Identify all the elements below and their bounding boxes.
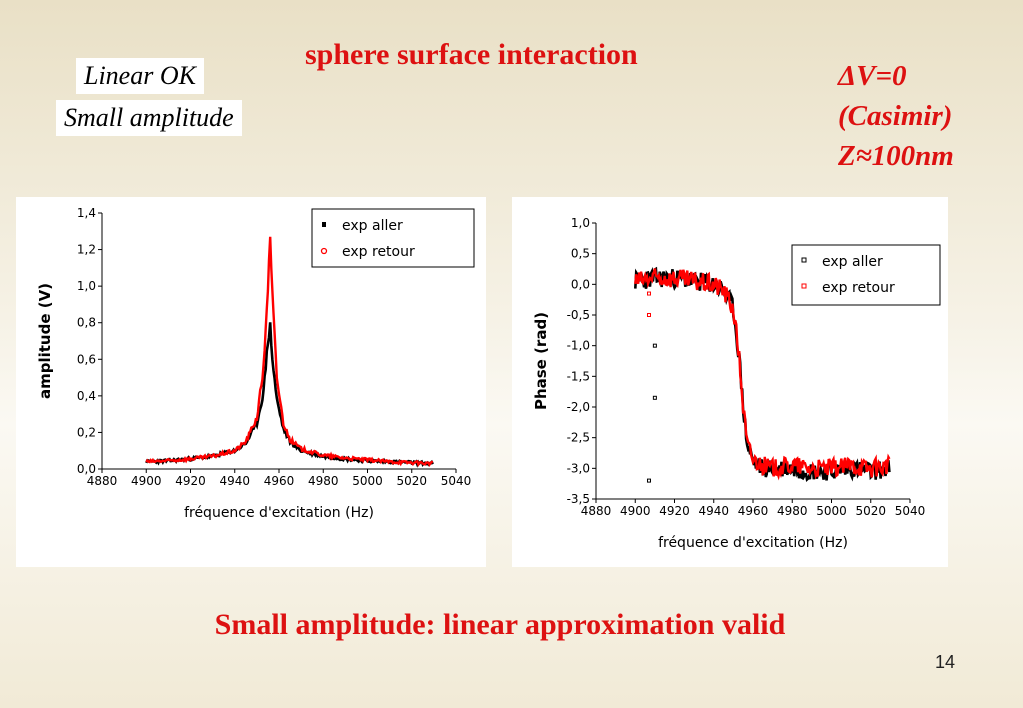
parameters-block: ΔV=0 (Casimir) Z≈100nm [838, 56, 954, 176]
amplitude-chart: 4880 4900 4920 4940 4960 4980 5000 5020 5040 0,0 0… [36, 206, 475, 521]
x-tick-label: 4920 [175, 474, 206, 488]
x-axis-label: fréquence d'excitation (Hz) [658, 535, 848, 551]
y-tick-label: -2,0 [567, 400, 590, 414]
y-tick-label: 1,4 [77, 206, 96, 220]
x-tick-label: 4980 [777, 504, 808, 518]
x-tick-label: 4940 [698, 504, 729, 518]
y-tick-label: 1,2 [77, 243, 96, 257]
x-tick-label: 4900 [620, 504, 651, 518]
series-exp-retour [634, 268, 891, 481]
legend-label: exp aller [822, 254, 883, 270]
y-tick-label: -1,5 [567, 369, 590, 383]
x-tick-label: 4960 [264, 474, 295, 488]
y-tick-label: 0,8 [77, 316, 96, 330]
series-exp-aller [145, 322, 434, 468]
y-tick-label: 1,0 [571, 216, 590, 230]
y-tick-label: -3,0 [567, 461, 590, 475]
x-tick-label: 5020 [396, 474, 427, 488]
amplitude-chart-panel: 4880 4900 4920 4940 4960 4980 5000 5020 5040 0,0 0… [16, 197, 486, 567]
legend-marker [801, 283, 807, 289]
outlier-point [646, 291, 651, 296]
param-distance: Z≈100nm [838, 140, 954, 172]
tag-small-amplitude: Small amplitude [56, 100, 242, 136]
x-tick-label: 4960 [738, 504, 769, 518]
y-tick-label: 0,6 [77, 352, 96, 366]
phase-chart-panel: 4880 4900 4920 4940 4960 4980 5000 5020 5040 -3,5… [512, 197, 948, 567]
x-tick-label: 4900 [131, 474, 162, 488]
y-tick-label: 0,5 [571, 247, 590, 261]
outlier-point [646, 313, 651, 317]
x-tick-label: 4880 [581, 504, 612, 518]
legend-label: exp aller [342, 218, 403, 234]
y-tick-label: 0,0 [571, 277, 590, 291]
x-tick-label: 4920 [659, 504, 690, 518]
conclusion-text: Small amplitude: linear approximation va… [214, 608, 786, 641]
y-tick-label: -2,5 [567, 431, 590, 445]
x-tick-label: 5020 [855, 504, 886, 518]
outlier-point [652, 343, 657, 348]
series-exp-retour [145, 236, 434, 467]
outlier-point [652, 395, 657, 400]
legend-box [791, 244, 941, 306]
x-axis-label: fréquence d'excitation (Hz) [184, 505, 374, 521]
legend-marker [322, 222, 326, 227]
y-axis-label: Phase (rad) [532, 312, 550, 410]
legend-label: exp retour [822, 280, 895, 296]
x-tick-label: 5040 [441, 474, 472, 488]
slide-title: sphere surface interaction [305, 38, 638, 71]
tag-linear-ok: Linear OK [76, 58, 204, 94]
y-tick-label: 0,4 [77, 389, 96, 403]
y-axis-label: amplitude (V) [36, 283, 54, 399]
page-number: 14 [935, 652, 956, 672]
y-tick-label: 1,0 [77, 279, 96, 293]
y-tick-label: -0,5 [567, 308, 590, 322]
y-tick-label: -3,5 [567, 492, 590, 506]
y-tick-label: 0,0 [77, 462, 96, 476]
phase-chart: 4880 4900 4920 4940 4960 4980 5000 5020 5040 -3,5… [532, 216, 941, 551]
y-tick-label: -1,0 [567, 339, 590, 353]
x-tick-label: 5000 [352, 474, 383, 488]
x-tick-label: 4880 [87, 474, 118, 488]
legend-marker [320, 247, 328, 255]
param-delta-v: ΔV=0 [838, 60, 907, 92]
x-tick-label: 5040 [895, 504, 926, 518]
x-tick-label: 4980 [308, 474, 339, 488]
x-tick-label: 5000 [816, 504, 847, 518]
y-tick-label: 0,2 [77, 425, 96, 439]
param-casimir: (Casimir) [838, 100, 953, 132]
legend-box [311, 208, 475, 268]
legend-marker [801, 257, 807, 263]
legend-label: exp retour [342, 244, 415, 260]
x-tick-label: 4940 [219, 474, 250, 488]
outlier-point [646, 478, 651, 483]
